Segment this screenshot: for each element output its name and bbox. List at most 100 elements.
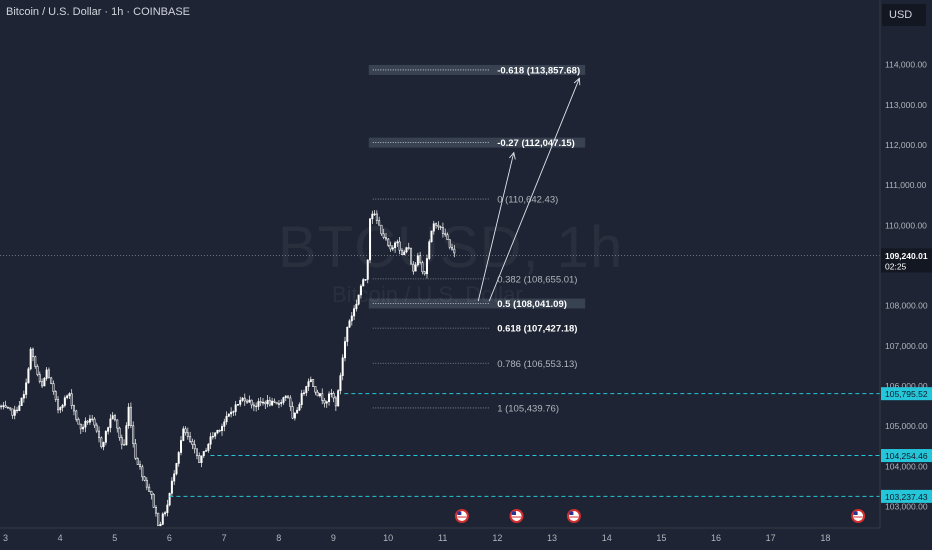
- candle-body: [136, 458, 139, 465]
- candle-body: [407, 247, 410, 249]
- candle-body: [421, 262, 424, 273]
- candle-body: [275, 401, 278, 405]
- candle-body: [227, 413, 230, 417]
- fib-level-label: -0.27 (112,047.15): [497, 138, 575, 149]
- currency-button[interactable]: USD: [882, 4, 926, 26]
- fib-level-label: 0 (110,642.43): [497, 195, 558, 206]
- candle-body: [382, 233, 385, 238]
- candle-body: [405, 247, 408, 253]
- time-axis-tick-label: 16: [711, 533, 721, 543]
- candle-body: [371, 213, 374, 220]
- candle-body: [193, 444, 196, 450]
- candle-body: [446, 234, 449, 240]
- candle-body: [239, 400, 242, 405]
- candle-body: [98, 430, 101, 439]
- support-level-tag[interactable]: [881, 489, 932, 503]
- support-level-tag[interactable]: [881, 449, 932, 463]
- candle-body: [145, 479, 148, 488]
- candle-body: [102, 442, 105, 448]
- candle-body: [6, 407, 9, 409]
- time-axis-tick-label: 6: [167, 533, 172, 543]
- candle-body: [54, 391, 57, 400]
- candle-body: [218, 429, 221, 432]
- candle-body: [384, 237, 387, 240]
- candle-body: [195, 448, 198, 456]
- event-marker-flag-canton: [457, 511, 462, 515]
- candle-body: [291, 406, 294, 419]
- candle-body: [191, 441, 194, 445]
- time-axis-tick-label: 3: [3, 533, 8, 543]
- candle-body: [236, 404, 239, 406]
- time-axis-tick-label: 13: [547, 533, 557, 543]
- price-axis-tick-label: 113,000.00: [885, 100, 927, 110]
- price-axis-tick-label: 104,000.00: [885, 461, 928, 471]
- candle-body: [277, 403, 280, 405]
- candle-body: [93, 418, 96, 426]
- candle-body: [61, 405, 64, 408]
- candle-body: [364, 279, 367, 281]
- candle-body: [205, 450, 208, 452]
- current-price-tag[interactable]: [881, 248, 932, 273]
- candle-body: [70, 393, 73, 406]
- candle-body: [350, 315, 353, 322]
- candle-body: [125, 425, 128, 446]
- candle-body: [47, 369, 50, 379]
- candle-body: [84, 420, 87, 428]
- candle-body: [207, 443, 210, 451]
- candle-body: [100, 437, 103, 448]
- candle-body: [116, 419, 119, 429]
- candle-body: [307, 381, 310, 387]
- projection-arrow[interactable]: [488, 78, 580, 302]
- candle-body: [198, 455, 201, 463]
- candle-body: [211, 435, 214, 438]
- candle-body: [45, 369, 48, 379]
- candle-body: [170, 480, 173, 494]
- candle-body: [82, 426, 85, 430]
- candle-body: [189, 436, 192, 442]
- candle-body: [95, 424, 98, 432]
- candle-body: [448, 239, 451, 248]
- candle-body: [232, 411, 235, 413]
- support-level-tag[interactable]: [881, 387, 932, 401]
- candle-body: [268, 399, 271, 406]
- candle-body: [0, 405, 3, 408]
- candle-body: [68, 393, 71, 397]
- time-axis-tick-label: 12: [492, 533, 502, 543]
- time-axis-tick-label: 10: [383, 533, 393, 543]
- candle-body: [444, 233, 447, 236]
- candle-body: [180, 440, 183, 453]
- candle-body: [432, 223, 435, 232]
- projection-arrow[interactable]: [477, 152, 515, 302]
- candle-body: [38, 374, 41, 382]
- current-price-tag-label: 109,240.01: [885, 251, 928, 261]
- time-axis-tick-label: 17: [766, 533, 776, 543]
- candle-body: [79, 423, 82, 430]
- time-axis-tick-label: 7: [222, 533, 227, 543]
- candle-body: [419, 255, 422, 263]
- time-axis-tick-label: 8: [276, 533, 281, 543]
- candle-body: [134, 443, 137, 459]
- price-axis-tick-label: 108,000.00: [885, 301, 928, 311]
- candle-body: [416, 255, 419, 266]
- candle-body: [284, 395, 287, 398]
- candle-body: [139, 464, 142, 468]
- candle-body: [280, 402, 283, 404]
- candle-body: [255, 405, 258, 408]
- candle-body: [293, 412, 296, 419]
- time-axis-tick-label: 5: [112, 533, 117, 543]
- candle-body: [29, 348, 32, 370]
- time-axis-tick-label: 4: [58, 533, 63, 543]
- support-level-tag-label: 104,254.46: [885, 451, 928, 461]
- candle-body: [348, 320, 351, 328]
- candle-body: [11, 408, 14, 416]
- candle-body: [234, 404, 237, 412]
- candle-body: [230, 411, 233, 415]
- candle-body: [34, 356, 37, 367]
- candle-body: [346, 326, 349, 342]
- price-axis-tick-label: 112,000.00: [885, 140, 927, 150]
- candle-body: [50, 377, 53, 384]
- candle-body: [18, 405, 21, 411]
- candle-body: [396, 241, 399, 244]
